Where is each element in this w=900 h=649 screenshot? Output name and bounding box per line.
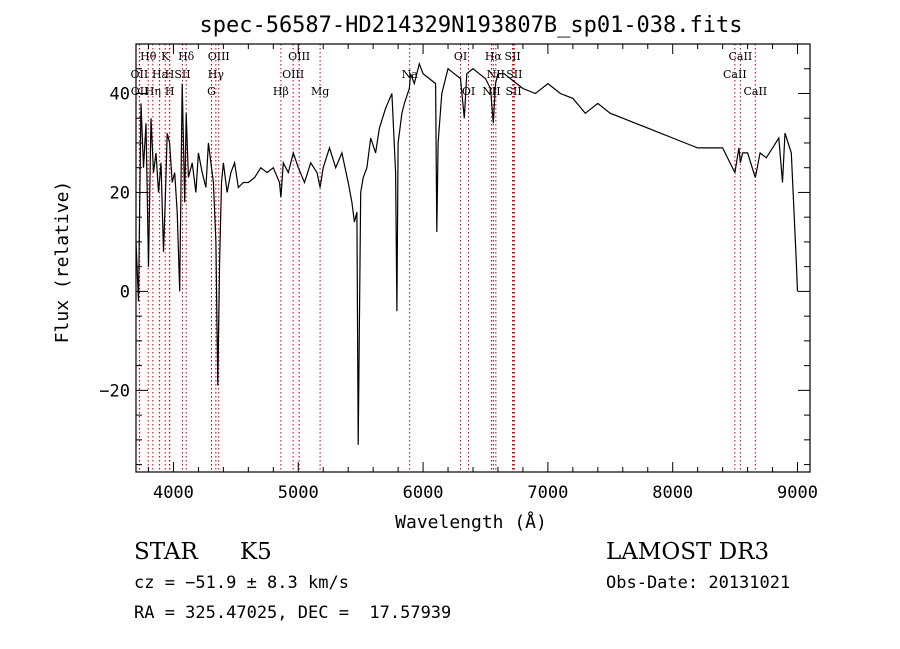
marker-label: K — [161, 50, 170, 63]
marker-label: OIII — [288, 50, 310, 63]
marker-label: SII — [505, 85, 521, 98]
observation-date: Obs-Date: 20131021 — [606, 573, 791, 593]
marker-label: Hγ — [208, 68, 225, 81]
marker-label: G — [207, 85, 216, 98]
marker-label: NII — [487, 68, 505, 81]
line-markers — [138, 44, 756, 472]
marker-label: OII — [131, 85, 149, 98]
marker-label: OIII — [208, 50, 230, 63]
marker-label: OIII — [282, 68, 304, 81]
marker-label: Hα — [485, 50, 503, 63]
marker-label: SII — [506, 68, 522, 81]
object-class: STAR — [134, 539, 198, 565]
marker-label: Na — [402, 68, 419, 81]
marker-label: CaII — [723, 68, 747, 81]
x-tick-label: 4000 — [153, 483, 194, 503]
x-tick-label: 9000 — [777, 483, 818, 503]
marker-label: Hδ — [178, 50, 195, 63]
marker-label: SII — [504, 50, 520, 63]
marker-label: Hβ — [273, 85, 289, 98]
axis-tick-labels: 4000 5000 6000 7000 8000 9000 −20 0 20 40 — [99, 84, 818, 503]
y-tick-label: −20 — [99, 381, 130, 401]
marker-label: CaII — [743, 85, 767, 98]
x-tick-label: 5000 — [278, 483, 319, 503]
marker-label: OII — [131, 68, 149, 81]
marker-label: H — [165, 85, 175, 98]
marker-label: Hη — [145, 85, 161, 98]
axis-ticks — [136, 43, 810, 472]
coordinates: RA = 325.47025, DEC = 17.57939 — [134, 603, 452, 623]
marker-label: OI — [462, 85, 475, 98]
marker-label: SII — [174, 68, 190, 81]
marker-label: Mg — [311, 85, 329, 98]
marker-label: OI — [454, 50, 467, 63]
x-tick-label: 7000 — [527, 483, 568, 503]
object-subclass: K5 — [240, 539, 272, 565]
flux-series-line — [135, 61, 799, 445]
y-tick-label: 20 — [110, 183, 130, 203]
marker-label: H — [165, 68, 175, 81]
x-axis-label: Wavelength (Å) — [395, 511, 547, 533]
plot-frame — [135, 43, 811, 473]
marker-label: Hθ — [140, 50, 157, 63]
y-axis-label: Flux (relative) — [52, 181, 73, 344]
x-tick-label: 8000 — [652, 483, 693, 503]
x-tick-label: 6000 — [403, 483, 444, 503]
survey-name: LAMOST DR3 — [606, 539, 770, 565]
y-tick-label: 0 — [120, 282, 130, 302]
marker-label: NII — [482, 85, 500, 98]
marker-label: CaII — [729, 50, 753, 63]
marker-label: Hε — [152, 68, 168, 81]
redshift-cz: cz = −51.9 ± 8.3 km/s — [134, 573, 349, 593]
chart-title: spec-56587-HD214329N193807B_sp01-038.fit… — [199, 13, 742, 38]
y-tick-label: 40 — [110, 84, 130, 104]
